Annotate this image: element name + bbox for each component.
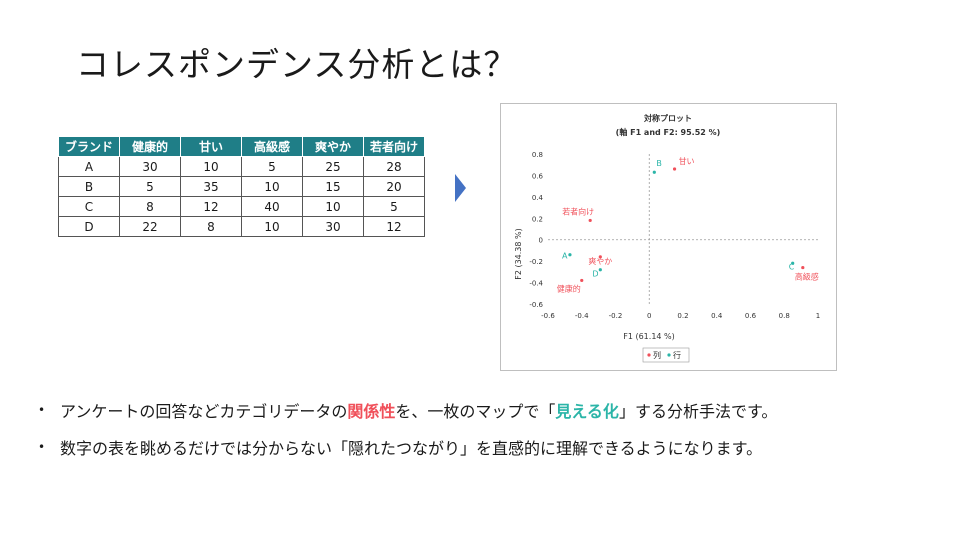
table-cell: 22 <box>119 216 181 237</box>
table-cell: 10 <box>241 216 303 237</box>
data-point-label: D <box>592 270 598 279</box>
y-tick-label: -0.6 <box>529 301 543 309</box>
data-point-label: 高級感 <box>795 272 819 282</box>
x-tick-label: 1 <box>816 312 820 320</box>
data-point <box>672 167 677 171</box>
legend-marker <box>647 353 651 357</box>
data-point-label: 甘い <box>679 156 695 166</box>
bullet-marker: • <box>38 403 46 417</box>
table-row: A 30 10 5 25 28 <box>58 156 425 177</box>
data-point <box>791 261 795 265</box>
correspondence-scatter-chart: 対称プロット (軸 F1 and F2: 95.52 %) F1 (61.14 … <box>500 103 837 371</box>
table-cell: B <box>58 176 120 197</box>
data-point-label: A <box>562 252 568 261</box>
table-cell: 30 <box>302 216 364 237</box>
table-cell: 12 <box>180 196 242 217</box>
x-tick-label: -0.2 <box>609 312 623 320</box>
column-header-brand: ブランド <box>58 136 120 157</box>
column-header-luxury: 高級感 <box>241 136 303 157</box>
bullet-text-part: を、一枚のマップで「 <box>395 402 556 421</box>
bullet-item: • アンケートの回答などカテゴリデータの関係性を、一枚のマップで「見える化」する… <box>38 398 777 435</box>
table-cell: 10 <box>302 196 364 217</box>
table-cell: 8 <box>119 196 181 217</box>
y-tick-label: 0.8 <box>532 151 543 159</box>
bullet-text: 数字の表を眺めるだけでは分からない「隠れたつながり」を直感的に理解できるようにな… <box>60 439 763 458</box>
y-tick-label: -0.4 <box>529 280 543 288</box>
y-axis-label: F2 (34.38 %) <box>514 228 523 280</box>
legend-box <box>642 347 690 363</box>
bullet-item: • 数字の表を眺めるだけでは分からない「隠れたつながり」を直感的に理解できるよう… <box>38 435 777 472</box>
table-cell: 40 <box>241 196 303 217</box>
data-point <box>588 218 592 223</box>
bullet-text-part: アンケートの回答などカテゴリデータの <box>60 402 348 421</box>
data-point-label: 若者向け <box>562 206 594 216</box>
table-cell: 20 <box>363 176 425 197</box>
data-point-label: 健康的 <box>557 283 581 293</box>
table-cell: 30 <box>119 156 181 177</box>
table-cell: 15 <box>302 176 364 197</box>
bullet-text-part: 」する分析手法です。 <box>618 402 778 421</box>
x-tick-label: -0.4 <box>575 312 589 320</box>
chart-subtitle: (軸 F1 and F2: 95.52 %) <box>616 127 721 137</box>
table-cell: 12 <box>363 216 425 237</box>
table-cell: 10 <box>241 176 303 197</box>
column-header-youth: 若者向け <box>363 136 425 157</box>
y-tick-label: 0.6 <box>532 172 544 180</box>
data-point <box>598 268 602 272</box>
table-cell: 25 <box>302 156 364 177</box>
table-row: B 5 35 10 15 20 <box>58 176 425 197</box>
column-header-healthy: 健康的 <box>119 136 181 157</box>
x-tick-label: 0.2 <box>677 312 688 320</box>
column-header-sweet: 甘い <box>180 136 242 157</box>
data-point <box>598 255 602 259</box>
x-tick-label: -0.6 <box>541 312 555 320</box>
table-cell: 5 <box>119 176 181 197</box>
data-point-label: B <box>656 159 662 168</box>
data-point <box>580 278 584 283</box>
brand-data-table: ブランド 健康的 甘い 高級感 爽やか 若者向け A 30 10 5 25 28… <box>58 136 425 237</box>
table-cell: 10 <box>180 156 242 177</box>
legend-marker <box>667 353 671 357</box>
legend-entry: 列 <box>653 350 661 360</box>
bullet-list: • アンケートの回答などカテゴリデータの関係性を、一枚のマップで「見える化」する… <box>38 398 777 472</box>
table-cell: D <box>58 216 120 237</box>
table-cell: C <box>58 196 120 217</box>
y-tick-label: 0.2 <box>532 215 543 223</box>
highlight-relationship: 関係性 <box>347 402 396 421</box>
chart-title: 対称プロット <box>643 113 692 123</box>
x-tick-label: 0 <box>647 312 651 320</box>
bullet-marker: • <box>38 440 46 454</box>
column-header-refreshing: 爽やか <box>302 136 364 157</box>
table-cell: A <box>58 156 120 177</box>
table-row: D 22 8 10 30 12 <box>58 216 425 237</box>
x-tick-label: 0.8 <box>779 312 790 320</box>
x-tick-label: 0.6 <box>745 312 757 320</box>
y-tick-label: 0.4 <box>532 194 544 202</box>
slide-title: コレスポンデンス分析とは？ <box>76 45 518 84</box>
y-tick-label: 0 <box>539 237 543 245</box>
bullet-text: アンケートの回答などカテゴリデータの関係性を、一枚のマップで「見える化」する分析… <box>60 398 777 422</box>
x-axis-label: F1 (61.14 %) <box>623 332 675 341</box>
table-cell: 5 <box>241 156 303 177</box>
table-cell: 8 <box>180 216 242 237</box>
right-arrow-icon <box>455 174 466 202</box>
data-point-label: C <box>789 262 795 271</box>
table-header-row: ブランド 健康的 甘い 高級感 爽やか 若者向け <box>58 136 425 157</box>
table-cell: 5 <box>363 196 425 217</box>
x-tick-label: 0.4 <box>711 312 723 320</box>
table-cell: 28 <box>363 156 425 177</box>
data-point <box>568 253 572 257</box>
highlight-visualize: 見える化 <box>555 402 619 421</box>
table-cell: 35 <box>180 176 242 197</box>
table-row: C 8 12 40 10 5 <box>58 196 425 217</box>
data-point <box>801 265 805 270</box>
chart-axes: -0.6 -0.4 -0.2 0 0.2 0.4 0.6 0.8 1 0.8 0.6 0.4 0.2 0 -… <box>529 151 820 320</box>
chart-legend: 列行 <box>642 347 690 363</box>
data-point <box>652 170 656 174</box>
chart-svg: 対称プロット (軸 F1 and F2: 95.52 %) F1 (61.14 … <box>514 113 820 363</box>
legend-entry: 行 <box>673 350 681 360</box>
y-tick-label: -0.2 <box>529 258 543 266</box>
data-point-label: 爽やか <box>588 257 612 266</box>
